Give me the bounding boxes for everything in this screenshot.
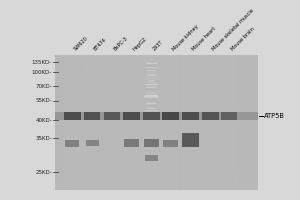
Text: HepG2: HepG2 (132, 36, 148, 52)
Text: ATP5B: ATP5B (264, 113, 285, 119)
Text: 100KD-: 100KD- (32, 70, 52, 74)
Bar (220, 55, 238, 190)
Text: 25KD-: 25KD- (35, 170, 52, 174)
Text: Mouse kidney: Mouse kidney (171, 24, 199, 52)
Text: BxPC-3: BxPC-3 (113, 36, 129, 52)
Bar (123, 112, 140, 120)
Bar (144, 139, 159, 147)
Text: 135KD-: 135KD- (32, 60, 52, 64)
Bar (63, 55, 81, 190)
Bar (124, 139, 139, 147)
Text: 70KD-: 70KD- (35, 84, 52, 88)
Bar (103, 55, 121, 190)
Bar (104, 112, 120, 120)
Bar (55, 112, 258, 120)
Bar (182, 112, 199, 120)
Bar (65, 140, 79, 147)
Text: Mouse heart: Mouse heart (191, 26, 217, 52)
Text: BT474: BT474 (93, 37, 108, 52)
Bar (162, 112, 179, 120)
Bar (182, 133, 199, 147)
Text: 35KD-: 35KD- (35, 136, 52, 140)
Bar (122, 55, 140, 190)
Text: Mouse skeletal muscle: Mouse skeletal muscle (211, 8, 255, 52)
Text: 55KD-: 55KD- (35, 98, 52, 104)
Bar (142, 55, 160, 190)
Bar (64, 112, 81, 120)
Text: SW620: SW620 (73, 36, 89, 52)
Bar (201, 55, 219, 190)
Bar (145, 155, 158, 161)
Bar (163, 140, 178, 147)
Bar (221, 112, 237, 120)
Text: 40KD-: 40KD- (35, 117, 52, 122)
Bar (143, 112, 160, 120)
Bar (86, 140, 99, 146)
Text: 293T: 293T (152, 40, 164, 52)
Bar (161, 55, 179, 190)
Text: Mouse brain: Mouse brain (230, 27, 255, 52)
Bar (181, 55, 199, 190)
Bar (84, 112, 100, 120)
Bar (55, 55, 258, 190)
Bar (83, 55, 101, 190)
Bar (202, 112, 219, 120)
